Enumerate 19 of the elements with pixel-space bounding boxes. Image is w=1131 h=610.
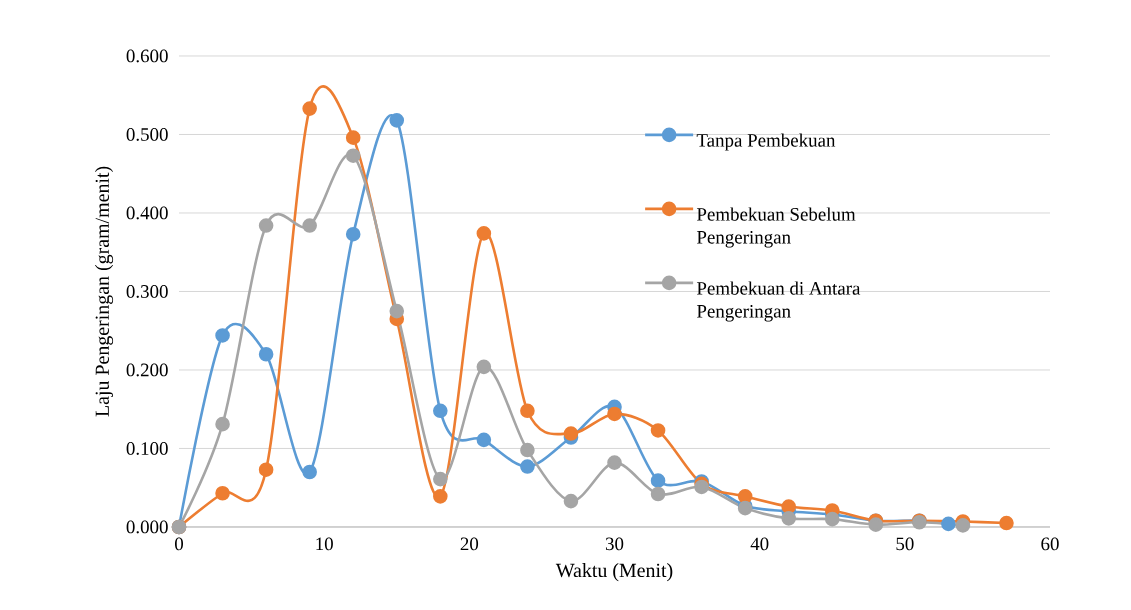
x-axis-title: Waktu (Menit) — [555, 563, 673, 582]
x-tick-label: 0 — [175, 537, 184, 551]
x-tick-label: 30 — [605, 537, 624, 551]
legend-label: Pembekuan di Antara Pengeringan — [696, 281, 861, 322]
x-tick-label: 50 — [896, 537, 914, 551]
y-tick-label: 0.400 — [126, 206, 168, 220]
x-tick-label: 40 — [750, 537, 769, 551]
y-tick-label: 0.100 — [126, 442, 168, 455]
y-tick-label: 0.300 — [126, 285, 168, 298]
y-tick-label: 0.500 — [126, 128, 168, 141]
legend-label: Pembekuan Sebelum Pengeringan — [696, 207, 856, 248]
legend-label: Tanpa Pembekuan — [696, 133, 836, 151]
y-tick-label: 0.200 — [126, 363, 168, 377]
y-axis-title: Laju Pengeringan (gram/menit) — [94, 166, 114, 417]
x-tick-label: 60 — [1041, 537, 1059, 551]
x-tick-label: 20 — [460, 537, 479, 551]
y-tick-label: 0.000 — [126, 520, 168, 534]
x-tick-label: 10 — [316, 537, 333, 551]
y-tick-label: 0.600 — [126, 49, 168, 63]
